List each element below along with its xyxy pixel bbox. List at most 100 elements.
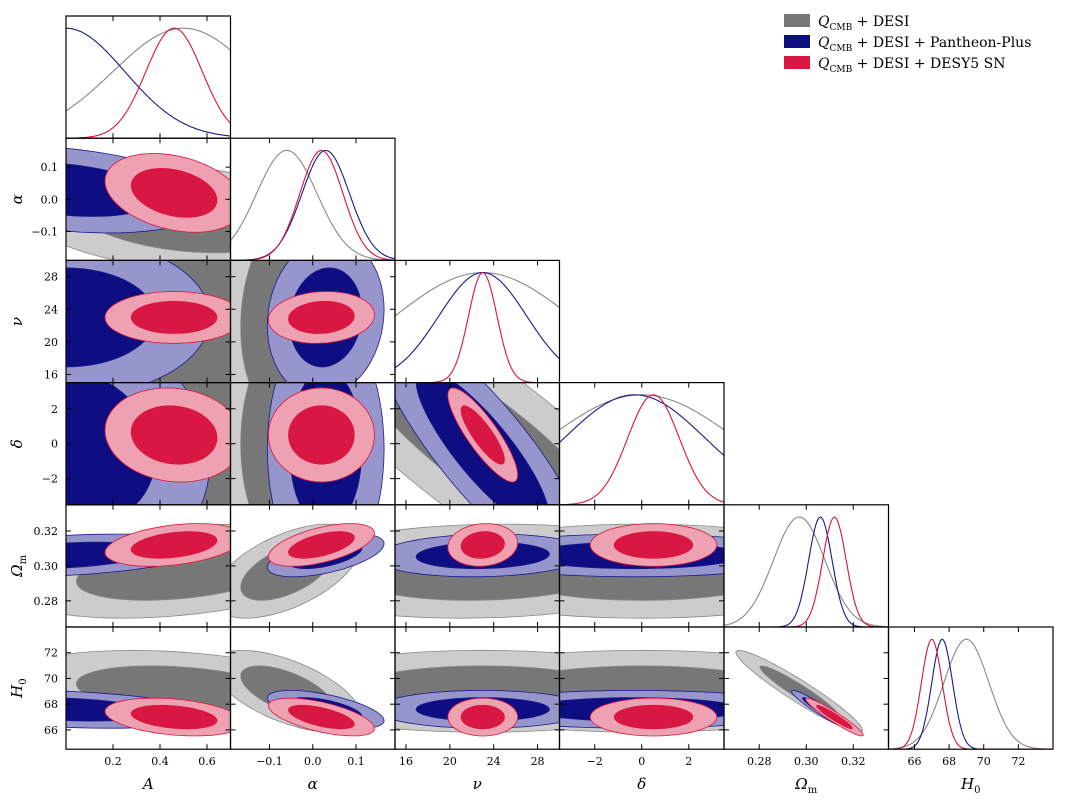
panel-delta-vs-h0: [559, 649, 724, 737]
x-tick-label-delta: −2: [587, 755, 603, 768]
y-tick-label-alpha: 0.1: [41, 161, 59, 174]
contour-68-qcmb-desi-desy5: [288, 300, 355, 334]
x-tick-label-omega-m: 0.30: [794, 755, 819, 768]
contour-68-qcmb-desi-desy5: [130, 405, 218, 465]
marginal-curve-qcmb-desi: [395, 272, 560, 317]
marginal-alpha: [230, 149, 395, 261]
marginal-curve-qcmb-desi: [230, 149, 395, 261]
marginal-a: [66, 27, 231, 139]
y-tick-label-nu: 24: [44, 303, 58, 316]
panel-alpha-vs-nu: [230, 260, 385, 383]
marginal-h0: [888, 638, 1053, 750]
marginal-omega-m: [724, 516, 889, 627]
marginal-curve-qcmb-desi: [66, 27, 231, 112]
y-tick-label-delta: −2: [42, 473, 58, 486]
marginal-curve-qcmb-desi-desy5: [559, 394, 724, 505]
x-tick-label-h0: 66: [907, 755, 921, 768]
marginal-curve-qcmb-desi: [888, 638, 1053, 750]
marginal-curve-qcmb-desi-pantheon: [559, 394, 724, 456]
contour-68-qcmb-desi-desy5: [613, 531, 694, 559]
x-axis-label-omega-m: Ωm: [794, 775, 817, 796]
panel-omega-m-vs-h0: [735, 649, 864, 737]
marginal-nu: [395, 272, 560, 383]
y-tick-label-omega-m: 0.30: [34, 560, 59, 573]
contour-68-qcmb-desi-desy5: [288, 531, 355, 559]
contour-68-qcmb-desi-desy5: [613, 704, 694, 730]
y-axis-label-h0: H0: [8, 678, 29, 698]
panel-a-vs-nu: [66, 260, 231, 383]
y-tick-label-h0: 66: [44, 724, 58, 737]
panel-a-vs-delta: [66, 382, 231, 505]
y-tick-label-nu: 20: [44, 336, 58, 349]
x-tick-label-h0: 70: [977, 755, 991, 768]
y-tick-label-delta: 0: [51, 438, 58, 451]
y-tick-label-nu: 28: [44, 271, 58, 284]
panel-frame: [723, 504, 890, 628]
marginal-curve-qcmb-desi-desy5: [888, 638, 1053, 750]
marginal-curve-qcmb-desi: [724, 516, 889, 627]
legend-label-qcmb-desi-pantheon: QCMB + DESI + Pantheon-Plus: [818, 35, 1031, 54]
x-tick-label-omega-m: 0.28: [747, 755, 772, 768]
x-tick-label-nu: 28: [531, 755, 545, 768]
legend: QCMB + DESI QCMB + DESI + Pantheon-Plus QC…: [784, 14, 1031, 75]
x-axis-label-nu: ν: [473, 775, 482, 793]
marginal-delta: [559, 394, 724, 505]
x-axis-label-delta: δ: [637, 775, 646, 793]
axes: [65, 15, 1054, 750]
legend-label-qcmb-desi: QCMB + DESI: [818, 14, 909, 33]
x-tick-label-alpha: 0.0: [304, 755, 322, 768]
contour-68-qcmb-desi-desy5: [130, 704, 218, 730]
x-tick-label-alpha: 0.1: [347, 755, 365, 768]
x-tick-label-a: 0.4: [151, 755, 169, 768]
x-tick-label-nu: 20: [443, 755, 457, 768]
y-tick-label-nu: 16: [44, 368, 58, 381]
panel-nu-vs-h0: [395, 649, 560, 737]
legend-swatch-qcmb-desi-pantheon: [784, 35, 810, 48]
x-tick-label-omega-m: 0.32: [841, 755, 866, 768]
marginal-curve-qcmb-desi: [559, 394, 724, 431]
x-tick-label-h0: 68: [942, 755, 956, 768]
panel-alpha-vs-delta: [230, 382, 385, 505]
panel-alpha-vs-omega-m: [230, 523, 385, 619]
y-axis-label-alpha: α: [8, 194, 26, 204]
contour-68-qcmb-desi-desy5: [460, 405, 505, 465]
y-tick-label-h0: 70: [44, 672, 58, 685]
panel-a-vs-alpha: [66, 147, 231, 261]
y-tick-label-alpha: 0.0: [41, 193, 59, 206]
contour-68-qcmb-desi-desy5: [288, 704, 355, 730]
panel-frame: [65, 15, 232, 139]
y-tick-label-omega-m: 0.32: [34, 525, 59, 538]
marginal-curve-qcmb-desi-pantheon: [230, 149, 395, 261]
contour-68-qcmb-desi-desy5: [816, 704, 853, 730]
y-tick-label-omega-m: 0.28: [34, 595, 59, 608]
contour-68-qcmb-desi-desy5: [460, 531, 505, 559]
x-tick-label-alpha: −0.1: [256, 755, 283, 768]
marginal-curve-qcmb-desi-pantheon: [395, 272, 560, 369]
x-tick-label-a: 0.2: [104, 755, 122, 768]
y-tick-label-h0: 68: [44, 698, 58, 711]
panel-a-vs-h0: [66, 649, 231, 737]
x-tick-label-delta: 2: [685, 755, 692, 768]
marginal-curve-qcmb-desi-desy5: [66, 27, 231, 139]
panel-frame: [558, 382, 725, 506]
contour-68-qcmb-desi-desy5: [130, 300, 218, 334]
legend-label-qcmb-desi-desy5: QCMB + DESI + DESY5 SN: [818, 56, 1006, 75]
x-tick-label-delta: 0: [638, 755, 645, 768]
marginal-curve-qcmb-desi-pantheon: [66, 27, 231, 137]
panel-alpha-vs-h0: [230, 650, 385, 737]
y-tick-label-delta: 2: [51, 403, 58, 416]
marginal-curve-qcmb-desi-pantheon: [888, 638, 1053, 750]
marginal-curve-qcmb-desi-desy5: [724, 516, 889, 627]
x-tick-label-a: 0.6: [198, 755, 216, 768]
contour-68-qcmb-desi-desy5: [460, 704, 505, 730]
x-axis-label-h0: H0: [960, 775, 980, 796]
contour-68-qcmb-desi-desy5: [130, 531, 218, 559]
x-tick-label-nu: 24: [487, 755, 501, 768]
y-axis-label-omega-m: Ωm: [8, 554, 29, 577]
y-axis-label-delta: δ: [8, 439, 26, 448]
y-axis-label-nu: ν: [8, 317, 26, 326]
x-tick-label-h0: 72: [1011, 755, 1025, 768]
panel-frame: [394, 259, 561, 384]
